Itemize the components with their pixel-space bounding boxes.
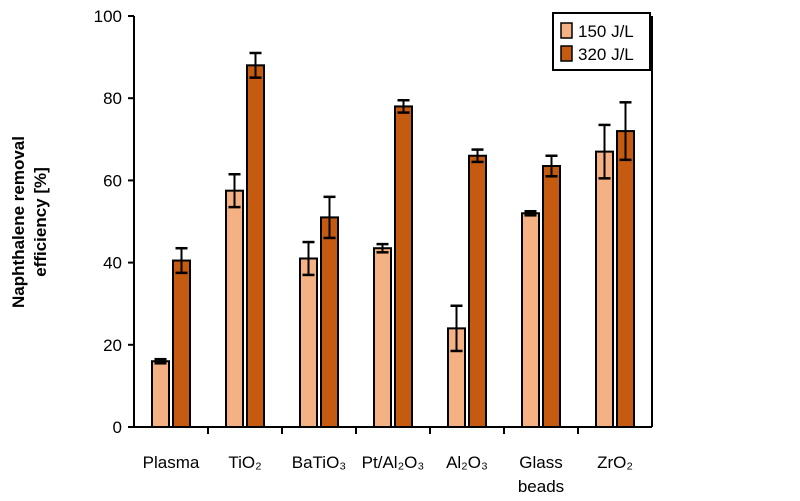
error-bar	[249, 51, 262, 79]
bar-150JL-5	[521, 212, 540, 428]
x-tick-label: Al₂O₃	[446, 453, 488, 472]
y-axis-label: Naphthalene removal efficiency [%]	[9, 136, 50, 308]
error-bar	[524, 209, 537, 217]
y-tick-label: 20	[103, 336, 122, 355]
bar-150JL-3	[373, 247, 392, 428]
error-bar	[397, 99, 410, 114]
x-tick-label: Glass	[519, 453, 562, 472]
error-bar	[154, 357, 167, 365]
x-tick-label: ZrO₂	[597, 453, 633, 472]
x-tick-label: Plasma	[143, 453, 200, 472]
legend-label-320: 320 J/L	[578, 45, 634, 64]
bar-320JL-4	[468, 154, 487, 429]
error-bar	[598, 123, 611, 180]
bar-150JL-0	[151, 360, 170, 428]
error-bar	[323, 195, 336, 240]
x-tick-label: beads	[518, 477, 564, 496]
bar-150JL-6	[595, 150, 614, 428]
error-bar	[450, 304, 463, 353]
bar-320JL-3	[394, 105, 413, 428]
y-axis-label-line2: efficiency [%]	[31, 167, 50, 277]
y-tick-label: 40	[103, 254, 122, 273]
error-bar	[619, 101, 632, 162]
legend-swatch-320	[560, 45, 573, 62]
bar-150JL-1	[225, 189, 244, 428]
legend: 150 J/L 320 J/L	[552, 12, 651, 71]
bar-320JL-6	[616, 130, 635, 429]
legend-label-150: 150 J/L	[578, 22, 634, 41]
error-bar	[175, 246, 188, 275]
x-tick-label: BaTiO₃	[292, 453, 346, 472]
y-axis-label-line1: Naphthalene removal	[9, 136, 28, 308]
y-tick-label: 80	[103, 89, 122, 108]
bar-150JL-2	[299, 257, 318, 428]
error-bar	[471, 148, 484, 164]
x-tick-label: Pt/Al₂O₃	[362, 453, 425, 472]
bar-320JL-2	[320, 216, 339, 428]
bar-320JL-0	[172, 259, 191, 429]
y-tick-label: 60	[103, 171, 122, 190]
error-bar	[302, 240, 315, 277]
bar-320JL-5	[542, 165, 561, 428]
y-tick-label: 0	[113, 418, 122, 437]
y-tick-label: 100	[94, 7, 122, 26]
x-tick-label: TiO₂	[228, 453, 261, 472]
bar-320JL-1	[246, 64, 265, 428]
legend-swatch-150	[560, 22, 573, 39]
error-bar	[228, 172, 241, 209]
error-bar	[376, 242, 389, 254]
error-bar	[545, 154, 558, 178]
